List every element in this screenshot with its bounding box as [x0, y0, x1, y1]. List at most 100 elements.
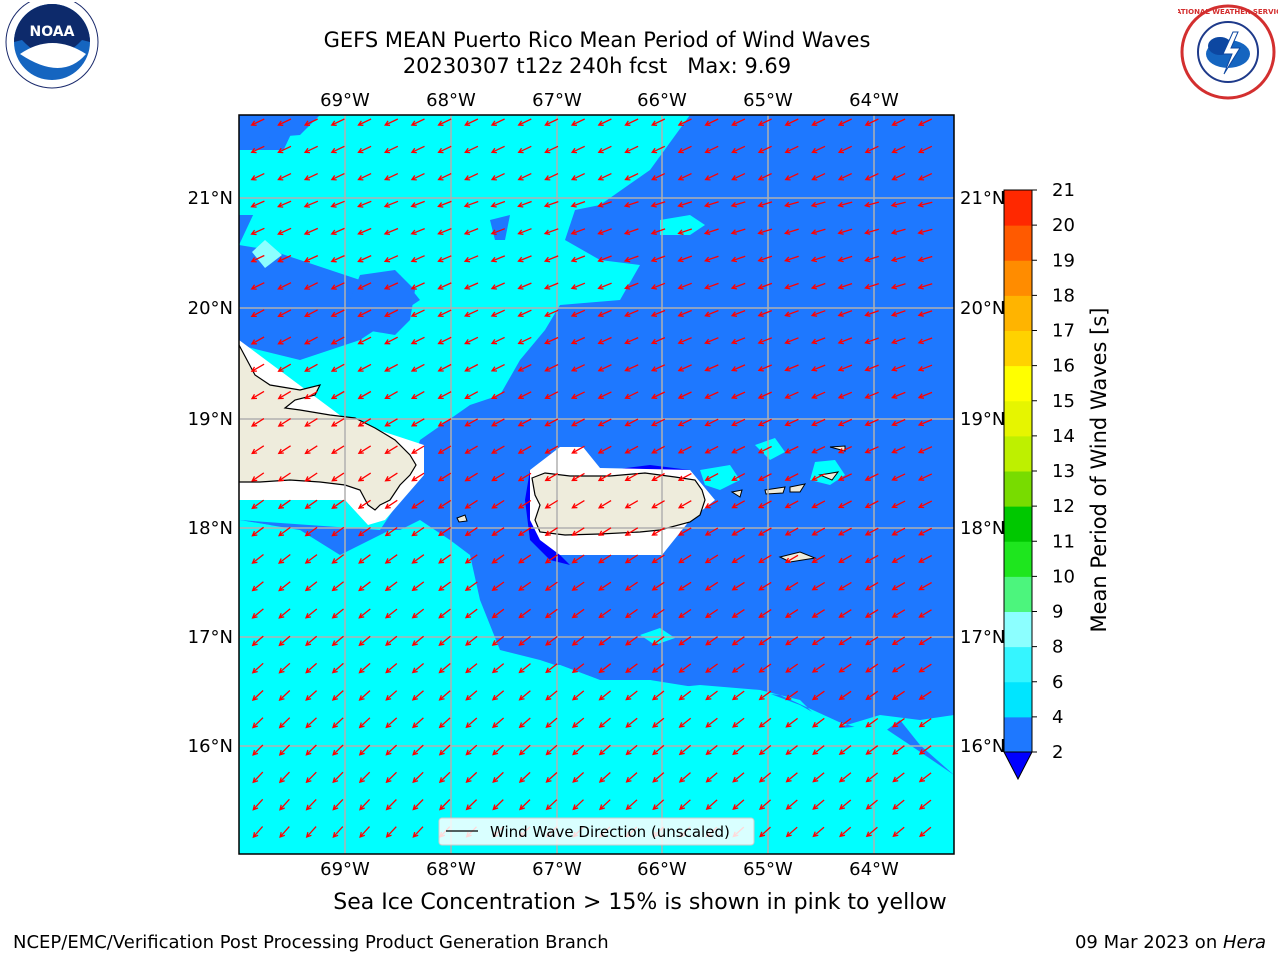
wind-arrow	[384, 391, 398, 400]
wind-arrow	[544, 309, 559, 317]
wind-arrow	[331, 554, 345, 564]
lon-label: 67°W	[532, 90, 582, 111]
lon-label: 65°W	[743, 859, 793, 880]
wind-arrow	[810, 337, 826, 345]
wind-arrow	[731, 473, 746, 481]
lon-labels-bottom: 69°W 68°W 67°W 66°W 65°W 64°W	[320, 859, 899, 880]
wind-arrow	[492, 799, 504, 811]
wind-arrow	[277, 282, 292, 290]
wind-arrow	[758, 527, 772, 536]
nws-logo-ring-text: NATIONAL WEATHER SERVICE	[1178, 8, 1278, 16]
nws-logo: NATIONAL WEATHER SERVICE	[1178, 4, 1278, 100]
wind-arrow	[492, 744, 504, 756]
wind-arrow	[757, 473, 772, 481]
colorbar-tick-label: 9	[1052, 602, 1063, 623]
wind-arrow	[545, 717, 558, 728]
wind-arrow	[810, 310, 826, 317]
wind-arrow	[330, 118, 345, 126]
wind-arrow	[625, 744, 638, 756]
wind-arrow	[383, 145, 399, 154]
wind-arrow	[277, 472, 291, 482]
wind-arrow	[891, 636, 906, 646]
wind-arrow	[784, 445, 799, 454]
wind-arrow	[730, 391, 746, 399]
wind-arrow	[437, 336, 452, 345]
wind-arrow	[303, 145, 318, 154]
wind-arrow	[677, 228, 693, 235]
wind-arrow	[731, 636, 745, 646]
wind-arrow	[732, 717, 745, 728]
wind-arrow	[917, 255, 933, 263]
wind-arrow	[544, 145, 559, 154]
wind-arrow	[811, 690, 825, 701]
wind-arrow	[438, 771, 451, 784]
wind-arrow	[650, 173, 666, 181]
sea-ice-note-text: Sea Ice Concentration > 15% is shown in …	[333, 890, 947, 915]
noaa-logo: NOAA	[5, 2, 99, 89]
wind-arrow	[784, 500, 799, 509]
wind-arrow	[303, 255, 319, 263]
wind-arrow	[677, 337, 692, 345]
wind-arrow	[384, 608, 398, 619]
wind-arrow	[544, 336, 559, 345]
wind-arrow	[277, 254, 292, 263]
wind-arrow	[890, 255, 906, 263]
wind-arrow	[757, 173, 772, 181]
wind-arrow	[837, 145, 852, 154]
wind-arrow	[730, 364, 746, 372]
wind-arrow	[385, 799, 397, 811]
wind-arrow	[677, 391, 692, 399]
colorbar-segment	[1004, 716, 1032, 753]
wind-arrow	[891, 717, 905, 728]
wind-arrow	[864, 473, 879, 481]
wind-arrow	[490, 145, 505, 154]
wind-arrow	[572, 772, 585, 783]
wind-arrow	[437, 445, 452, 454]
lon-label: 68°W	[426, 859, 476, 880]
wind-arrow	[543, 282, 559, 290]
wind-arrow	[570, 145, 585, 154]
colorbar-tick-label: 20	[1052, 215, 1075, 236]
wind-arrow	[410, 309, 425, 318]
wind-arrow	[277, 390, 292, 400]
wind-arrow	[730, 309, 746, 317]
wind-arrow	[305, 662, 318, 674]
wind-arrow	[704, 282, 719, 290]
wind-arrow	[705, 717, 718, 728]
wind-arrow	[437, 418, 452, 427]
ocean-fill-6-8-patch	[252, 240, 282, 268]
wind-arrow	[837, 201, 853, 208]
wind-arrow	[598, 527, 612, 536]
wind-arrow	[784, 609, 799, 618]
map-title: GEFS MEAN Puerto Rico Mean Period of Win…	[323, 28, 871, 52]
wind-arrow	[624, 636, 638, 646]
wind-arrow	[704, 418, 719, 427]
wind-arrow	[277, 499, 291, 509]
wind-arrow	[678, 636, 692, 646]
wind-arrow	[464, 472, 478, 482]
wind-arrow	[731, 527, 746, 536]
wind-arrow	[464, 118, 479, 126]
wind-arrow	[331, 608, 344, 619]
wind-arrow	[465, 771, 478, 783]
wind-arrow	[250, 390, 265, 400]
wind-arrow	[704, 527, 719, 536]
wind-arrow	[838, 609, 852, 618]
wind-arrow	[570, 200, 586, 208]
wind-arrow	[332, 717, 344, 729]
wind-arrow	[838, 772, 852, 783]
wind-arrow	[437, 527, 452, 537]
wind-arrow	[410, 363, 425, 372]
wind-arrow	[492, 771, 504, 783]
wind-arrow	[465, 635, 478, 646]
wind-arrow	[784, 581, 799, 591]
wind-arrow	[305, 798, 317, 811]
wind-arrow	[464, 581, 478, 591]
wind-arrow	[517, 228, 532, 236]
wind-arrow	[758, 581, 772, 591]
wind-arrow	[811, 609, 825, 618]
wind-arrow	[625, 663, 638, 674]
wind-arrow	[544, 391, 559, 399]
wind-arrow	[704, 255, 719, 263]
wind-arrow	[358, 581, 371, 592]
